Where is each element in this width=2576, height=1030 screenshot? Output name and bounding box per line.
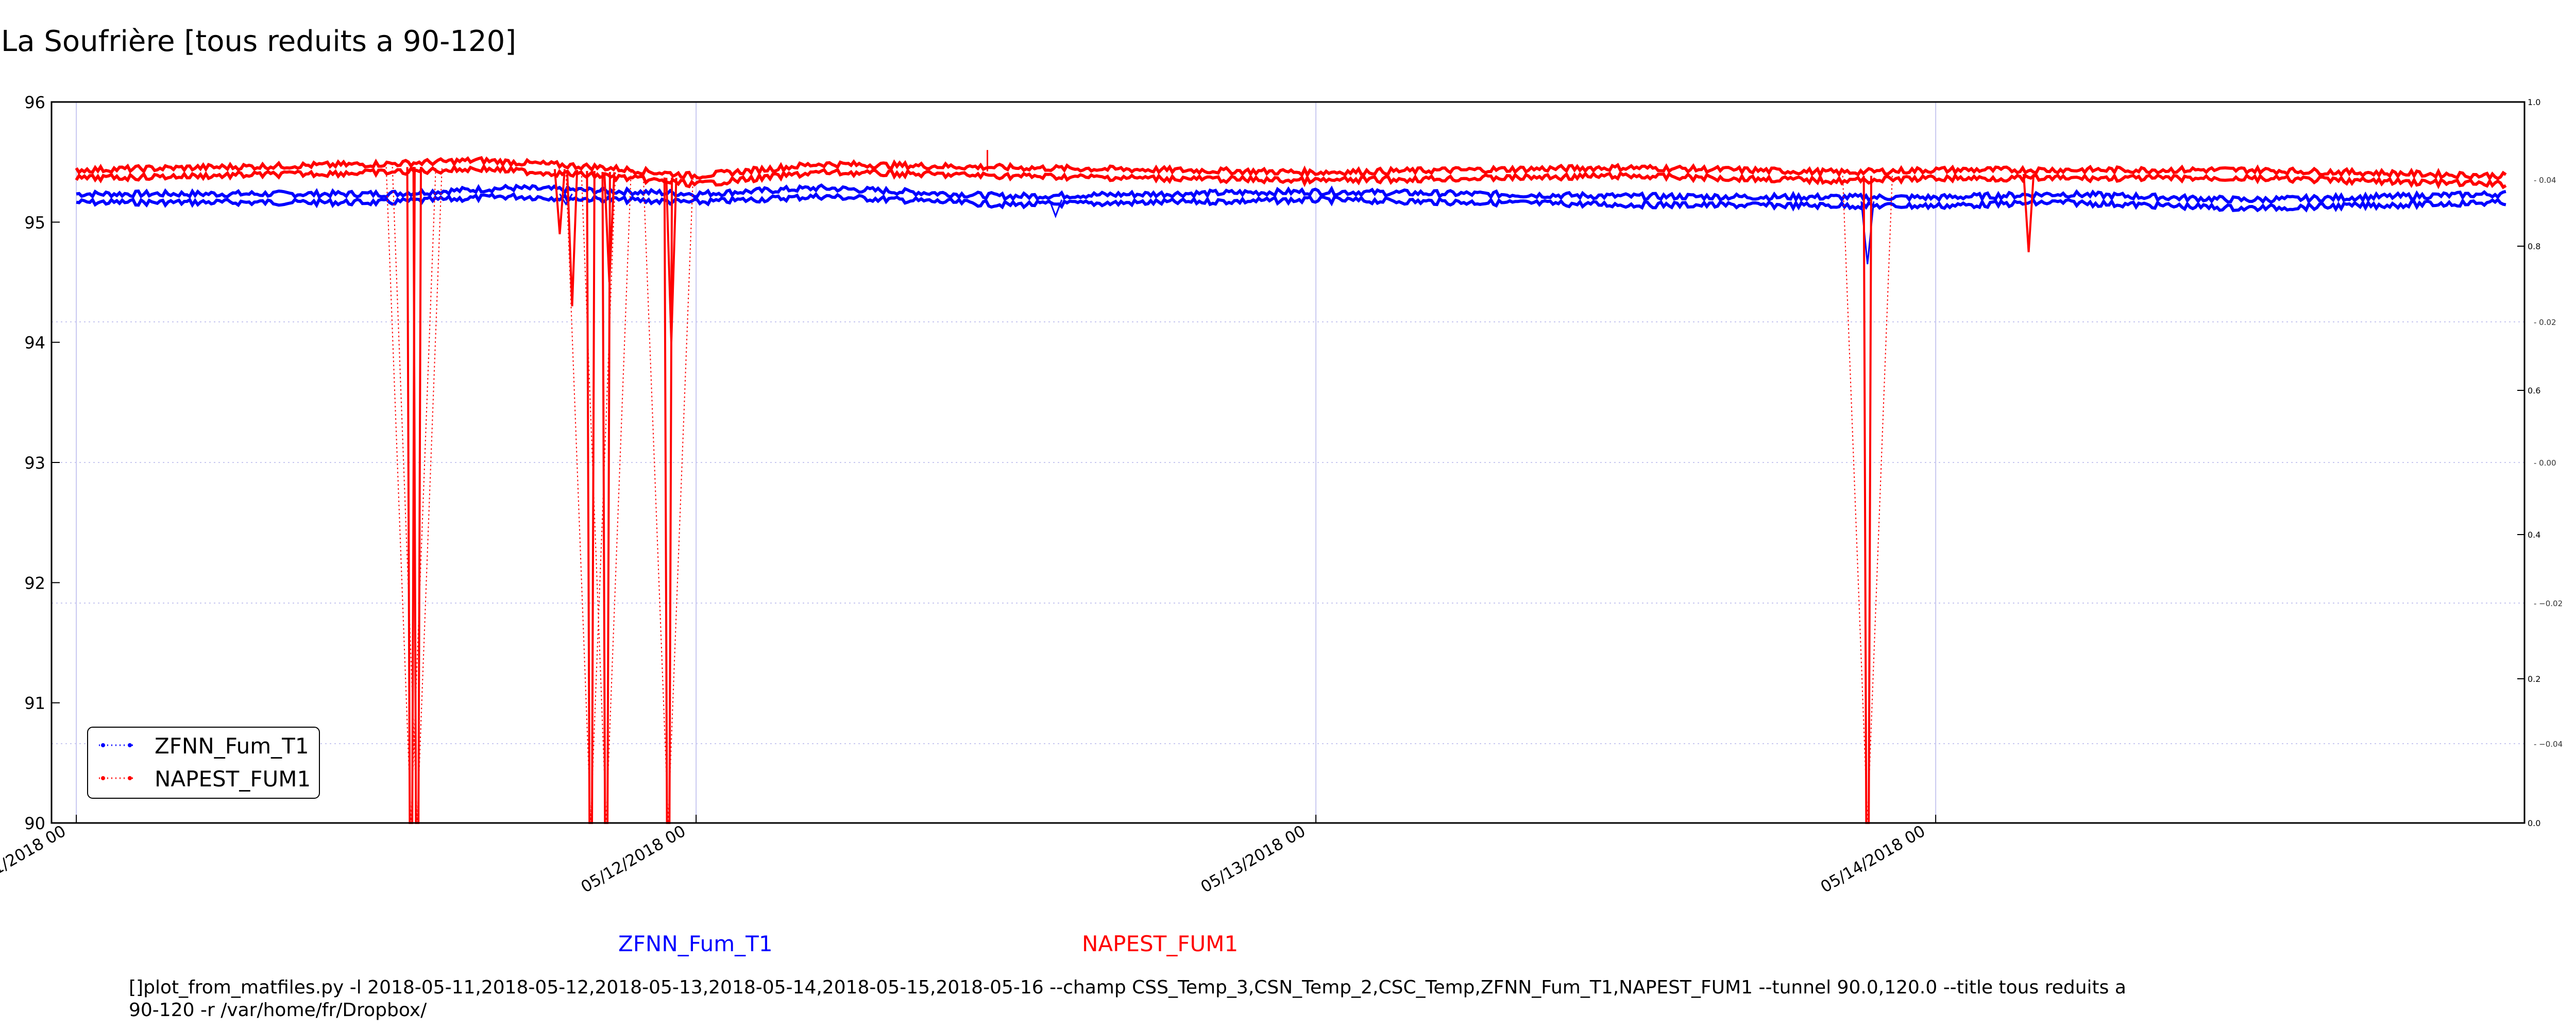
series-ZFNN_Fum_T1: [76, 183, 2506, 265]
series-spike: [586, 170, 596, 824]
series-line: [76, 183, 2506, 204]
series-NAPEST_FUM1: [75, 150, 2507, 824]
legend-box: [87, 727, 320, 799]
series-dip: [1048, 199, 1063, 218]
legend-marker: [128, 743, 132, 747]
right-tick-label: 0.8: [2528, 242, 2540, 251]
y-tick-label: 90: [24, 814, 45, 833]
y-axis: 90 91 92 93 94 95 96: [24, 93, 60, 833]
right-tick-label-secondary: - −0.02: [2534, 599, 2563, 608]
y-tick-label: 96: [24, 93, 45, 112]
x-tick-label: 05/13/2018 00: [1198, 822, 1309, 897]
series-layer: [75, 150, 2507, 824]
y-tick-label: 91: [24, 694, 45, 713]
legend-marker: [128, 776, 132, 780]
right-tick-label: 0.2: [2528, 674, 2540, 684]
series-small-dip: [665, 178, 677, 342]
series-spike-trace: [1842, 176, 1893, 823]
series-small-dip: [2022, 174, 2035, 252]
right-tick-label-secondary: - 0.02: [2534, 318, 2556, 327]
legend: ZFNN_Fum_T1 NAPEST_FUM1: [87, 727, 320, 799]
right-tick-label-secondary: - 0.04: [2534, 176, 2556, 185]
series-spike: [1862, 176, 1873, 824]
legend-marker: [101, 776, 105, 780]
series-small-dip: [603, 172, 616, 283]
y-tick-label: 94: [24, 333, 45, 353]
series-spike-trace: [385, 167, 436, 823]
right-tick-label: 0.6: [2528, 386, 2540, 396]
series-line: [76, 192, 2506, 213]
y-tick-label: 93: [24, 453, 45, 473]
bottom-legend-series-1: ZFNN_Fum_T1: [618, 931, 773, 956]
legend-label: NAPEST_FUM1: [155, 766, 311, 792]
series-line: [75, 163, 2507, 190]
y-tick-label: 95: [24, 213, 45, 232]
x-axis: 05/11/2018 00 05/12/2018 00 05/13/2018 00 0…: [0, 815, 1937, 897]
right-axis: 1.0 0.8 0.6 0.4 0.2 0.0 - 0.04 - 0.02 - 0.00 - −0…: [2517, 97, 2563, 828]
chart-title: La Soufrière [tous reduits a 90-120]: [1, 25, 517, 58]
series-spike: [412, 166, 422, 824]
legend-label: ZFNN_Fum_T1: [155, 733, 309, 759]
x-tick-label: 05/14/2018 00: [1818, 822, 1928, 897]
series-line: [75, 156, 2507, 181]
series-small-dip: [553, 169, 566, 234]
series-spike-trace: [642, 177, 694, 823]
series-small-dip: [566, 169, 579, 306]
right-tick-label-secondary: - −0.04: [2534, 740, 2563, 749]
command-line-text: []plot_from_matfiles.py -l 2018-05-11,20…: [129, 977, 2126, 1021]
series-spike-trace: [392, 166, 443, 823]
bottom-legend-series-2: NAPEST_FUM1: [1082, 931, 1239, 956]
right-tick-label-secondary: - 0.00: [2534, 458, 2556, 468]
x-tick-label: 05/12/2018 00: [578, 822, 689, 897]
right-tick-label: 0.0: [2528, 818, 2540, 828]
grid-lines: [52, 102, 2524, 823]
y-tick-label: 92: [24, 573, 45, 593]
right-tick-label: 0.4: [2528, 530, 2540, 540]
legend-marker: [101, 743, 105, 747]
right-tick-label: 1.0: [2528, 97, 2540, 107]
series-spike: [663, 177, 673, 824]
